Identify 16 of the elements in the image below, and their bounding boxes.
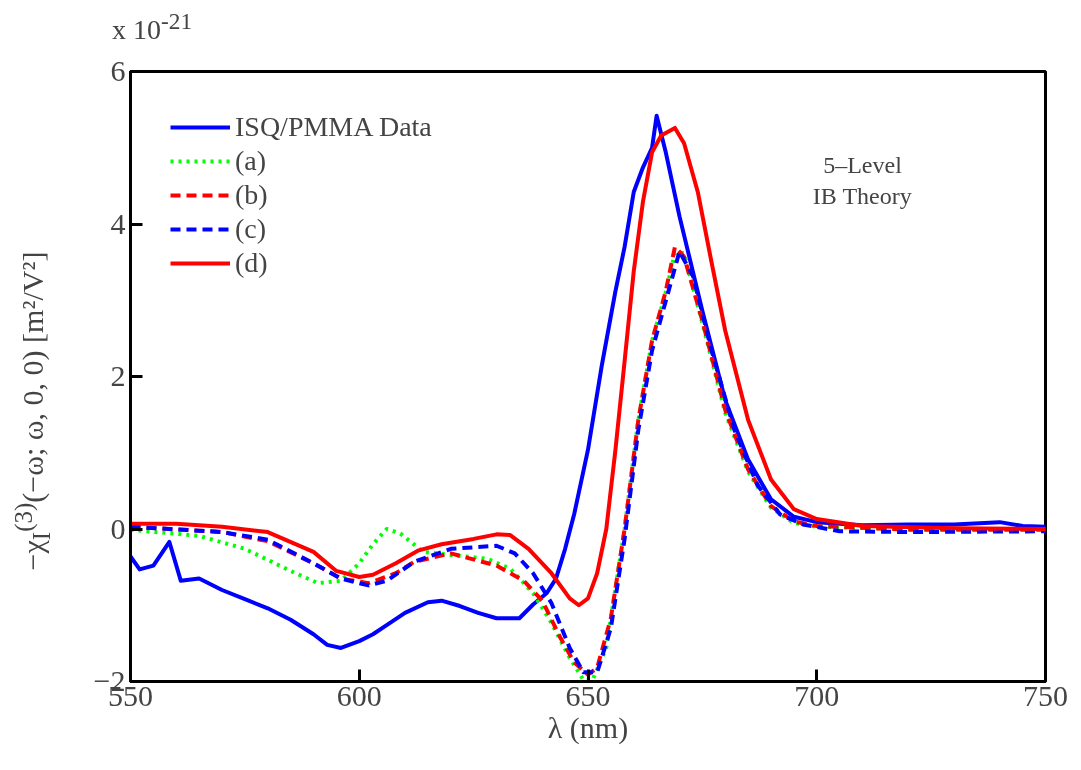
legend-label: (a): [235, 145, 267, 177]
legend-label: ISQ/PMMA Data: [235, 111, 432, 143]
y-tick-label: 6: [110, 54, 126, 87]
x-tick-label: 700: [794, 678, 840, 712]
x-tick-label: 750: [1023, 678, 1068, 712]
y-tick-label: 0: [110, 511, 126, 545]
x-axis-title: λ (nm): [547, 710, 629, 745]
annotation: 5–Level IB Theory: [812, 151, 912, 209]
y-tick-label: 4: [110, 206, 126, 240]
y-tick-label: 2: [110, 359, 126, 392]
legend-label: (c): [235, 213, 267, 245]
legend-label: (d): [235, 247, 268, 279]
text: x 10$^{-21}$: [112, 7, 193, 48]
x-tick-label: 600: [336, 678, 382, 712]
x-tick-label: 650: [565, 678, 611, 712]
legend-label: (b): [235, 179, 268, 211]
